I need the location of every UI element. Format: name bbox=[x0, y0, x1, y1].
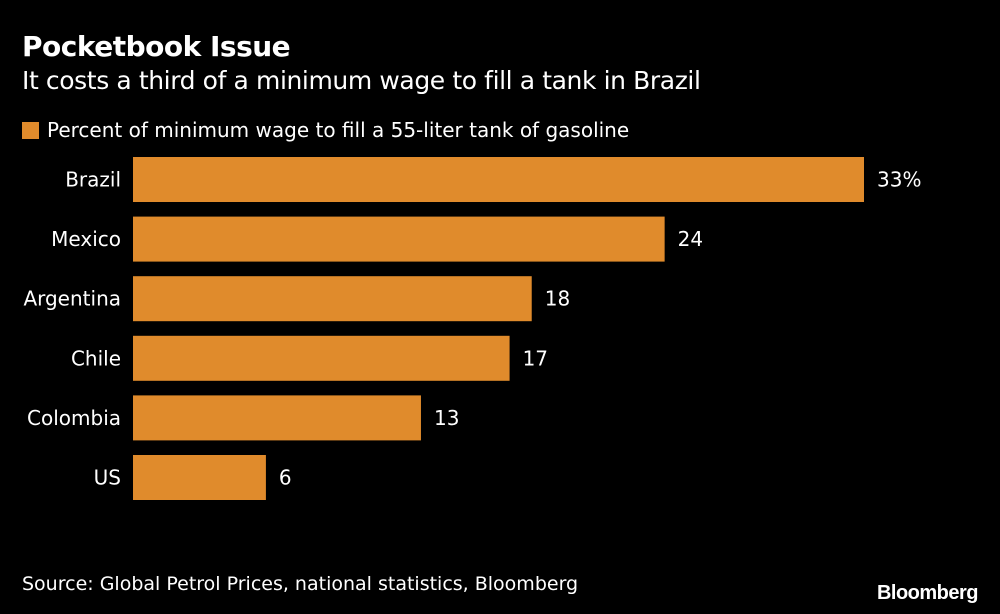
bar-argentina bbox=[133, 276, 532, 322]
bar-colombia bbox=[133, 395, 421, 441]
bar-us bbox=[133, 455, 266, 500]
bloomberg-logo: Bloomberg bbox=[876, 582, 979, 604]
category-label: Argentina bbox=[23, 287, 121, 311]
bar-mexico bbox=[133, 216, 665, 262]
data-label: 33% bbox=[877, 168, 921, 192]
chart-subtitle: It costs a third of a minimum wage to fi… bbox=[22, 66, 701, 95]
category-label: Colombia bbox=[27, 406, 121, 430]
source-note: Source: Global Petrol Prices, national s… bbox=[22, 573, 579, 595]
category-label: Brazil bbox=[65, 168, 121, 192]
data-label: 17 bbox=[523, 346, 548, 370]
bar-chile bbox=[133, 335, 510, 381]
legend-swatch bbox=[22, 121, 39, 139]
legend: Percent of minimum wage to fill a 55-lit… bbox=[22, 118, 629, 142]
data-label: 13 bbox=[434, 406, 459, 430]
chart-title: Pocketbook Issue bbox=[22, 30, 291, 63]
category-label: Mexico bbox=[51, 227, 121, 251]
data-label: 24 bbox=[678, 227, 703, 251]
category-label: US bbox=[94, 466, 121, 490]
data-label: 6 bbox=[279, 466, 292, 490]
data-label: 18 bbox=[545, 287, 570, 311]
bar-brazil bbox=[133, 157, 864, 202]
category-label: Chile bbox=[71, 346, 121, 370]
legend-label: Percent of minimum wage to fill a 55-lit… bbox=[47, 118, 630, 142]
